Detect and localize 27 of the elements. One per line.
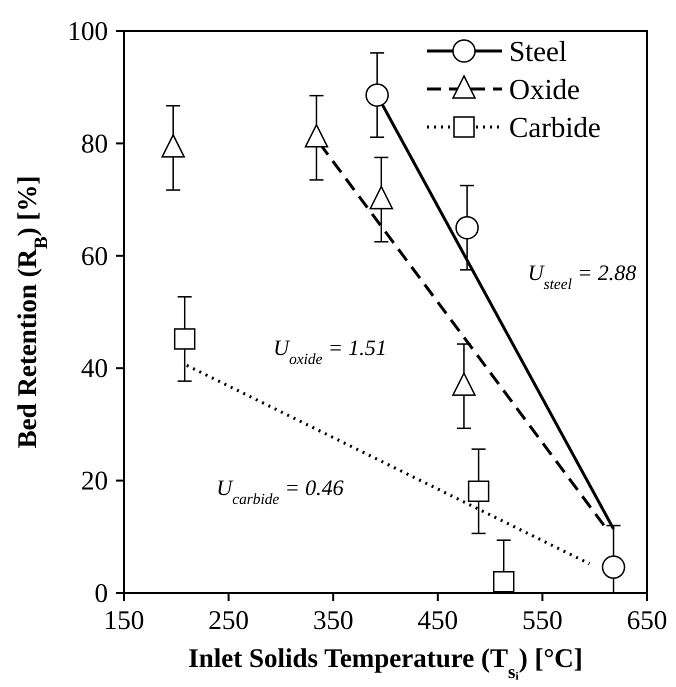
legend-label: Carbide bbox=[509, 112, 601, 144]
point bbox=[370, 186, 394, 210]
y-tick-label: 40 bbox=[81, 353, 108, 384]
x-tick-label: 150 bbox=[104, 605, 144, 635]
y-tick-label: 20 bbox=[81, 466, 108, 496]
point bbox=[468, 480, 490, 502]
x-tick-label: 350 bbox=[312, 605, 354, 635]
point bbox=[492, 571, 514, 593]
x-tick-label: 650 bbox=[626, 605, 668, 635]
point bbox=[602, 555, 626, 579]
legend-label: Steel bbox=[509, 36, 567, 68]
point bbox=[174, 328, 196, 350]
annotation: U$_{carbide}$ = 0.46 bbox=[216, 475, 344, 508]
point bbox=[304, 124, 328, 148]
annotation: U$_{oxide}$ = 1.51 bbox=[273, 335, 387, 368]
x-tick-label: 450 bbox=[418, 605, 458, 635]
x-tick-label: 550 bbox=[522, 605, 563, 635]
legend-label: Oxide bbox=[509, 74, 580, 106]
y-tick-label: 100 bbox=[68, 16, 108, 46]
x-axis-title: Inlet Solids Temperature (T$_{sᵢ}$) [°C] bbox=[188, 643, 583, 682]
y-tick-label: 0 bbox=[94, 578, 108, 608]
point bbox=[161, 134, 185, 158]
annotation: U$_{steel}$ = 2.88 bbox=[528, 260, 636, 292]
y-tick-label: 80 bbox=[81, 128, 108, 158]
y-tick-label: 60 bbox=[81, 240, 108, 271]
point bbox=[455, 216, 479, 240]
x-tick-label: 250 bbox=[208, 605, 249, 635]
